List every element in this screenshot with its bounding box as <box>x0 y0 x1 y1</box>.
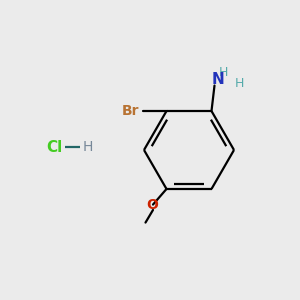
Text: H: H <box>219 66 228 79</box>
Text: N: N <box>212 72 224 87</box>
Text: H: H <box>82 140 93 154</box>
Text: Cl: Cl <box>46 140 62 154</box>
Text: O: O <box>146 198 158 212</box>
Text: Br: Br <box>122 104 139 118</box>
Text: H: H <box>234 77 244 90</box>
